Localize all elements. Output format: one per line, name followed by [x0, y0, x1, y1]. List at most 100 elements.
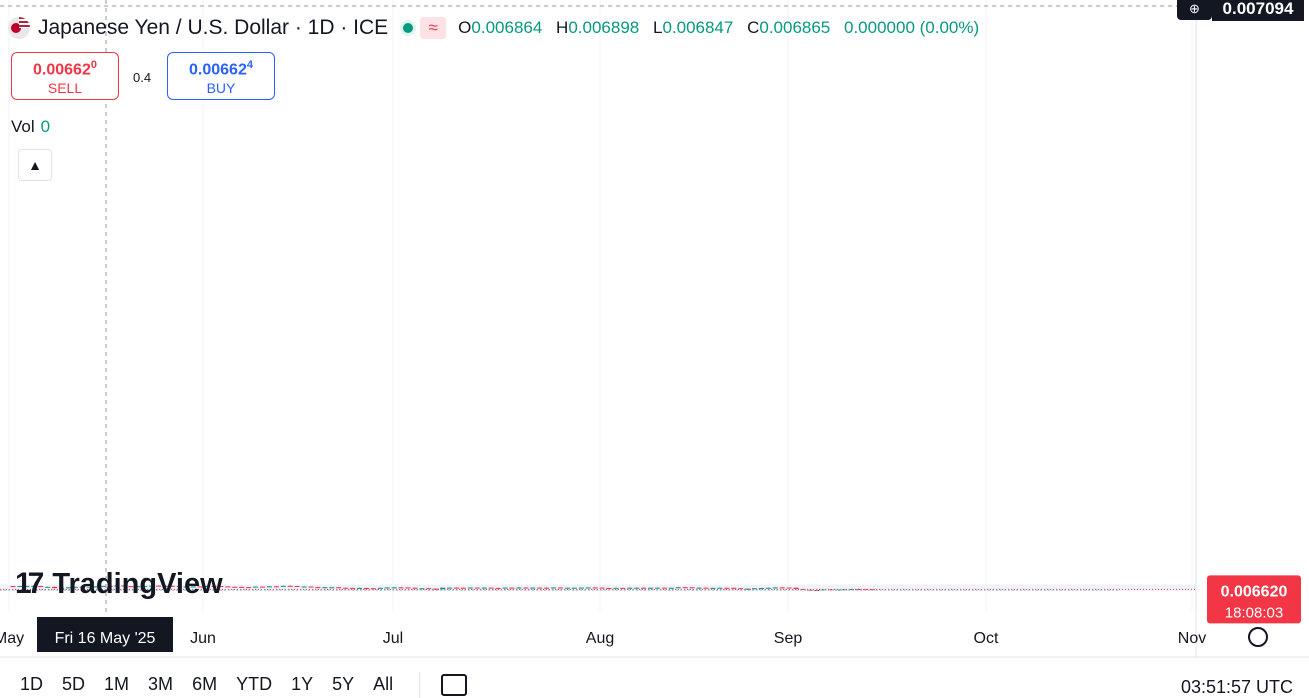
close-value: 0.006865: [759, 18, 831, 37]
candle-body: [537, 587, 543, 589]
candle-body: [183, 586, 189, 588]
timeframe-6m[interactable]: 6M: [192, 674, 218, 694]
candle-body: [814, 590, 820, 592]
sell-price: 0.00662: [33, 61, 91, 79]
candle-25: [183, 586, 189, 588]
candle-body: [45, 586, 51, 588]
timeframe-1d[interactable]: 1D: [20, 674, 44, 694]
candle-88: [620, 587, 626, 589]
wave-icon[interactable]: ≈: [420, 17, 447, 39]
candle-75: [530, 587, 536, 589]
timeframe-ytd[interactable]: YTD: [236, 674, 273, 694]
candle-71: [502, 587, 508, 589]
volume-legend: Vol 0: [11, 117, 50, 137]
current-price-tag: [1207, 575, 1301, 624]
axis-settings-gear-icon[interactable]: [1248, 627, 1268, 647]
candle-body: [176, 586, 182, 588]
candle-13: [100, 585, 106, 587]
time-tick-label: May: [0, 630, 24, 647]
candle-118: [828, 589, 834, 591]
candle-body: [294, 585, 300, 587]
candle-32: [232, 586, 238, 588]
candle-35: [253, 586, 259, 588]
collapse-legend-chevron-up-icon[interactable]: ▲: [18, 149, 52, 181]
symbol-title[interactable]: Japanese Yen / U.S. Dollar · 1D · ICE: [38, 16, 389, 39]
candle-30: [218, 585, 224, 588]
candle-44: [315, 587, 321, 589]
change-value: 0.000000 (0.00%): [844, 18, 980, 37]
candle-body: [156, 585, 162, 587]
candle-22: [162, 585, 168, 587]
timeframe-all[interactable]: All: [373, 674, 394, 694]
utc-clock[interactable]: 03:51:57 UTC: [1180, 677, 1293, 697]
candle-body: [460, 587, 466, 589]
candle-89: [627, 587, 633, 589]
candle-body: [121, 585, 127, 587]
candle-86: [606, 587, 612, 589]
candle-body: [758, 587, 764, 589]
candle-87: [613, 587, 619, 589]
candle-body: [128, 586, 134, 588]
timeframe-1m[interactable]: 1M: [104, 674, 130, 694]
candle-body: [24, 585, 30, 587]
candle-body: [259, 586, 265, 588]
candle-body: [301, 586, 307, 588]
price-axis-top-partial: 0.007094: [1212, 0, 1304, 21]
candle-82: [578, 587, 584, 589]
candle-40: [287, 585, 293, 587]
candle-33: [239, 586, 245, 588]
candle-43: [308, 586, 314, 588]
timeframe-5d[interactable]: 5D: [62, 674, 86, 694]
candle-58: [412, 587, 418, 589]
candle-80: [564, 587, 570, 589]
candle-36: [259, 586, 265, 588]
tradingview-logo[interactable]: 17 TradingView: [15, 567, 223, 601]
buy-label: BUY: [206, 80, 236, 97]
time-tick-label: Aug: [586, 630, 614, 647]
candle-70: [495, 587, 501, 589]
candle-52: [370, 588, 376, 590]
add-indicator-icon[interactable]: ⊕: [1177, 0, 1212, 20]
candle-body: [689, 587, 695, 589]
candle-body: [322, 587, 328, 589]
candle-body: [149, 585, 155, 587]
candle-body: [218, 586, 224, 588]
candle-24: [176, 585, 182, 588]
buy-button[interactable]: 0.006624 BUY: [167, 52, 275, 100]
candle-body: [52, 586, 58, 589]
candle-55: [391, 587, 397, 589]
sell-label: SELL: [47, 80, 83, 97]
candle-body: [710, 587, 716, 589]
candle-body: [731, 587, 737, 589]
candle-body: [266, 586, 272, 588]
candle-body: [828, 589, 834, 591]
candle-92: [648, 587, 654, 589]
candle-12: [93, 586, 99, 588]
timeframe-3m[interactable]: 3M: [148, 674, 174, 694]
candle-body: [31, 585, 37, 587]
candle-body: [232, 586, 238, 588]
candle-10: [79, 586, 85, 588]
candle-body: [107, 585, 113, 587]
volume-value: 0: [40, 117, 51, 136]
sell-button[interactable]: 0.006620 SELL: [11, 52, 119, 100]
market-open-dot-icon[interactable]: [400, 20, 417, 36]
timeframe-5y[interactable]: 5Y: [332, 674, 355, 694]
candle-112: [786, 587, 792, 589]
candle-63: [447, 587, 453, 589]
timeframe-1y[interactable]: 1Y: [291, 674, 314, 694]
close-label: C: [747, 18, 760, 37]
candle-body: [65, 587, 71, 589]
candle-body: [779, 587, 785, 589]
candle-51: [363, 587, 369, 589]
candle-body: [239, 586, 245, 588]
go-to-date-calendar-icon[interactable]: [441, 673, 468, 696]
candle-93: [654, 587, 660, 589]
candle-body: [440, 587, 446, 590]
candle-42: [301, 586, 307, 588]
candle-body: [641, 587, 647, 589]
candle-body: [648, 587, 654, 589]
candle-body: [370, 588, 376, 590]
candle-18: [135, 586, 141, 588]
